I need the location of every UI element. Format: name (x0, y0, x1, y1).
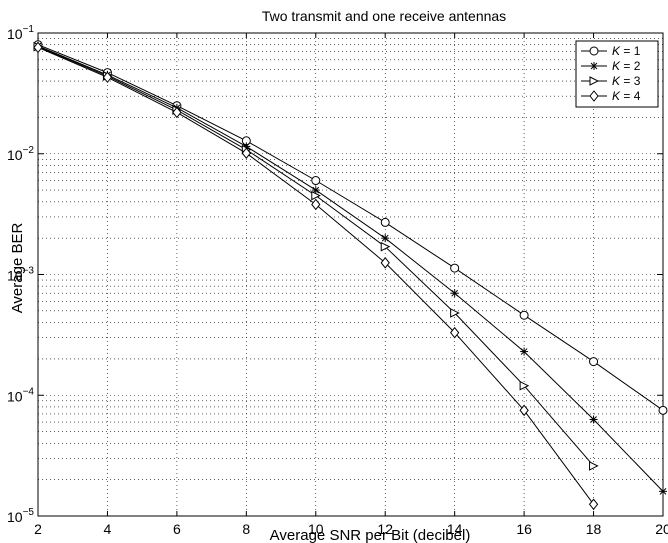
marker-circle (519, 310, 529, 320)
x-tick-label: 2 (34, 521, 42, 537)
series-line (37, 44, 664, 411)
marker-diamond (102, 71, 113, 84)
marker-diamond (588, 498, 599, 511)
x-tick-label: 18 (586, 521, 602, 537)
marker-star (450, 289, 459, 298)
series-layer (33, 40, 668, 511)
marker-diamond (172, 106, 182, 119)
y-axis-label: Average BER (9, 223, 26, 314)
y-tick-label: 10−5 (7, 507, 34, 525)
marker-circle (450, 263, 460, 273)
grid-layer (38, 33, 663, 516)
y-tick-label: 10−2 (7, 145, 34, 163)
marker-circle (589, 357, 599, 367)
x-axis-label: Average SNR per Bit (decibel) (270, 527, 471, 543)
legend-label: K = 4 (612, 89, 641, 103)
legend-entry: K = 1 (581, 44, 641, 58)
marker-triangle (311, 190, 321, 201)
marker-circle (589, 46, 599, 56)
marker-triangle (519, 380, 530, 391)
marker-circle (658, 405, 668, 415)
series-line (37, 45, 664, 492)
legend: K = 1K = 2K = 3K = 4 (575, 40, 659, 108)
legend-label: K = 3 (612, 74, 641, 88)
x-tick-label: 8 (242, 521, 250, 537)
legend-entry: K = 3 (581, 74, 641, 88)
x-tick-label: 12 (377, 521, 393, 537)
marker-diamond (519, 404, 529, 417)
x-tick-layer: 2 4 6 8 10 12 14 16 18 20 (34, 33, 668, 537)
x-tick-label: 14 (447, 521, 463, 537)
y-tick-label: 10−1 (7, 24, 34, 42)
series-k1 (33, 40, 668, 415)
legend-label: K = 1 (612, 44, 641, 58)
y-tick-label: 10−3 (7, 266, 34, 284)
marker-diamond (311, 198, 321, 211)
legend-entry: K = 4 (581, 89, 641, 103)
x-tick-label: 16 (516, 521, 532, 537)
y-tick-label: 10−4 (7, 386, 34, 404)
series-line (37, 46, 595, 505)
x-tick-label: 20 (655, 521, 668, 537)
marker-diamond (241, 147, 251, 160)
marker-diamond (33, 41, 43, 54)
x-tick-label: 4 (104, 521, 112, 537)
marker-diamond (450, 326, 460, 339)
x-tick-label: 6 (173, 521, 181, 537)
marker-triangle (450, 308, 460, 318)
marker-triangle (380, 241, 391, 252)
series-k2 (34, 42, 667, 496)
marker-star (381, 234, 390, 243)
legend-entry: K = 2 (581, 59, 641, 73)
marker-triangle (589, 76, 600, 86)
marker-circle (311, 176, 321, 186)
marker-star (590, 62, 598, 70)
y-tick-layer: 10−1 10−2 10−3 10−4 10−5 (7, 24, 663, 525)
marker-star (520, 347, 529, 356)
chart-title: Two transmit and one receive antennas (262, 8, 506, 24)
marker-triangle (589, 461, 599, 471)
marker-circle (380, 217, 390, 227)
marker-star (659, 487, 667, 496)
marker-diamond (589, 90, 599, 102)
marker-star (589, 415, 598, 424)
x-tick-label: 10 (308, 521, 324, 537)
legend-label: K = 2 (612, 59, 641, 73)
series-k4 (33, 41, 599, 511)
marker-diamond (380, 256, 390, 269)
